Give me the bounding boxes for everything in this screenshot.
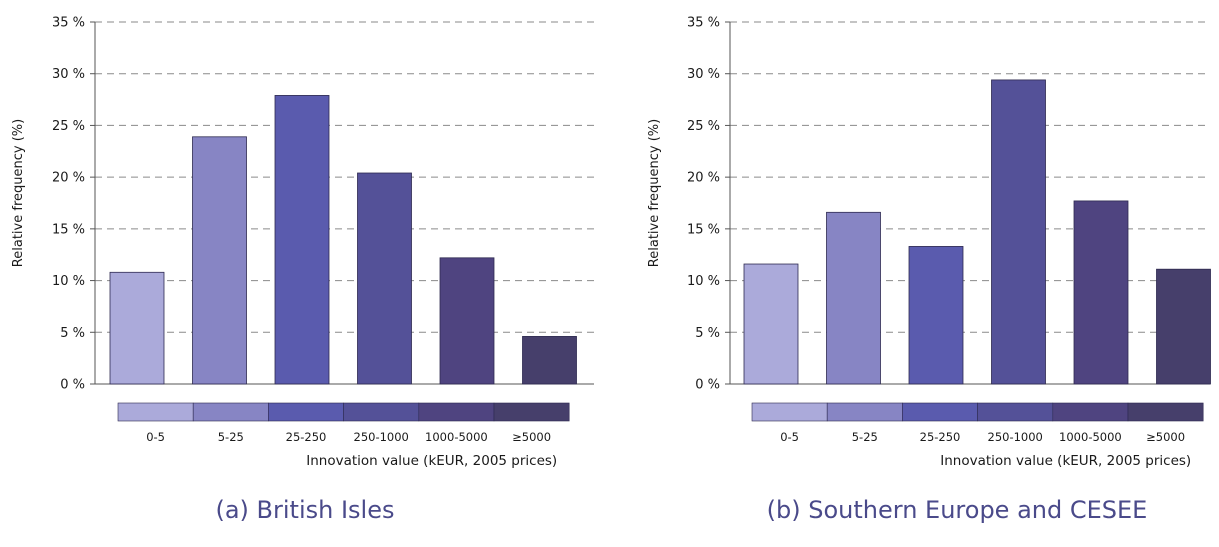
category-label: 1000-5000 bbox=[1059, 430, 1122, 444]
legend-swatch-250-1000 bbox=[343, 402, 420, 422]
legend-swatch-5-25 bbox=[192, 402, 269, 422]
legend-swatch-1000-5000 bbox=[418, 402, 495, 422]
y-tick-label: 35 % bbox=[687, 16, 720, 31]
chart-panel-british-isles: 0 % 5 % 10 % 15 % 20 % 25 % 30 % 35 % Relative f… bbox=[11, 16, 594, 524]
bar-0-5 bbox=[743, 263, 799, 385]
category-label: 25-250 bbox=[920, 430, 961, 444]
category-label: ≥5000 bbox=[512, 430, 551, 444]
y-tick-label: 10 % bbox=[52, 274, 85, 289]
bar-250-1000 bbox=[991, 79, 1046, 385]
panel-caption: (a) British Isles bbox=[215, 496, 394, 524]
y-tick-label: 25 % bbox=[52, 119, 85, 134]
category-label: 25-250 bbox=[286, 430, 327, 444]
y-tick-label: 0 % bbox=[695, 378, 720, 393]
legend-swatch-1000-5000 bbox=[1052, 402, 1129, 422]
y-axis-label: Relative frequency (%) bbox=[11, 119, 26, 267]
panel-caption: (b) Southern Europe and CESEE bbox=[767, 496, 1148, 524]
legend-swatch-0-5 bbox=[117, 402, 194, 422]
y-tick-label: 15 % bbox=[52, 222, 85, 237]
category-label: 1000-5000 bbox=[425, 430, 488, 444]
category-label: 5-25 bbox=[852, 430, 878, 444]
y-tick-label: 25 % bbox=[687, 119, 720, 134]
x-axis-label: Innovation value (kEUR, 2005 prices) bbox=[306, 453, 557, 469]
legend-swatch-0-5 bbox=[751, 402, 828, 422]
bar-1000-5000 bbox=[439, 257, 495, 385]
category-label: 0-5 bbox=[146, 430, 165, 444]
bar-250-1000 bbox=[357, 172, 412, 385]
category-label: 250-1000 bbox=[354, 430, 409, 444]
legend-swatch-250-1000 bbox=[977, 402, 1054, 422]
y-tick-label: 10 % bbox=[687, 274, 720, 289]
bar-25-250 bbox=[274, 95, 330, 385]
bar-5-25 bbox=[826, 211, 881, 385]
y-tick-label: 20 % bbox=[687, 171, 720, 186]
y-tick-label: 0 % bbox=[60, 378, 85, 393]
y-tick-label: 35 % bbox=[52, 16, 85, 31]
y-tick-label: 30 % bbox=[52, 67, 85, 82]
x-axis-label: Innovation value (kEUR, 2005 prices) bbox=[940, 453, 1191, 469]
bar-≥5000 bbox=[522, 336, 577, 385]
category-label: 5-25 bbox=[218, 430, 244, 444]
bar-0-5 bbox=[109, 271, 165, 385]
y-tick-label: 15 % bbox=[687, 222, 720, 237]
y-tick-label: 20 % bbox=[52, 171, 85, 186]
y-tick-label: 5 % bbox=[60, 326, 85, 341]
y-tick-label: 30 % bbox=[687, 67, 720, 82]
category-label: 0-5 bbox=[780, 430, 799, 444]
bar-1000-5000 bbox=[1073, 200, 1129, 385]
category-label: 250-1000 bbox=[988, 430, 1043, 444]
legend-swatch-5-25 bbox=[826, 402, 903, 422]
chart-panel-southern-europe: 0 % 5 % 10 % 15 % 20 % 25 % 30 % 35 % Relative f… bbox=[647, 16, 1211, 524]
legend-swatch-25-250 bbox=[268, 402, 344, 422]
legend-swatch-≥5000 bbox=[493, 402, 570, 422]
category-label: ≥5000 bbox=[1146, 430, 1185, 444]
bar-25-250 bbox=[908, 246, 964, 385]
y-tick-label: 5 % bbox=[695, 326, 720, 341]
y-axis-label: Relative frequency (%) bbox=[647, 119, 662, 267]
bar-≥5000 bbox=[1156, 268, 1211, 385]
legend-swatch-≥5000 bbox=[1127, 402, 1204, 422]
bar-5-25 bbox=[192, 136, 247, 385]
legend-swatch-25-250 bbox=[902, 402, 978, 422]
